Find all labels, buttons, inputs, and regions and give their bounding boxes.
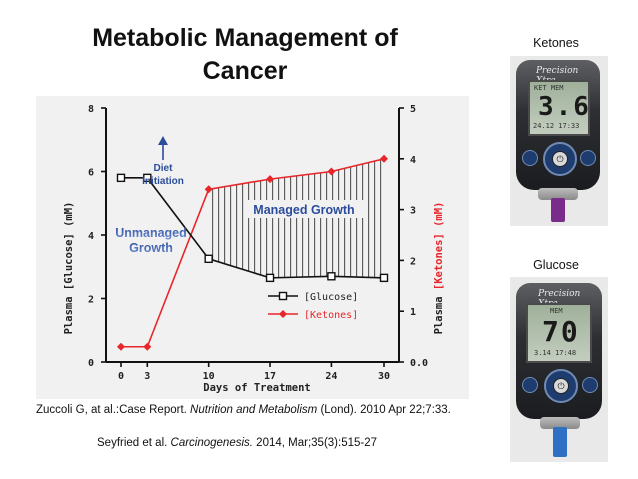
glucose-meter-port bbox=[540, 417, 580, 429]
unmanaged-growth-label-line-2: Growth bbox=[129, 241, 173, 255]
y-left-tick-label-2: 4 bbox=[88, 231, 94, 242]
y-right-axis-title-unit: [Ketones] (mM) bbox=[433, 202, 445, 291]
glucose-point-1 bbox=[143, 173, 152, 183]
ketones-meter-power-icon: ⏻ bbox=[552, 151, 568, 167]
citation-zuccoli: Zuccoli G, at al.:Case Report. Nutrition… bbox=[36, 404, 451, 416]
glucose-meter-power-icon: ⏻ bbox=[553, 378, 569, 394]
glucose-meter-reading: 70 bbox=[542, 315, 580, 348]
y-right-tick-label-0: 0.0 bbox=[410, 358, 428, 369]
ketones-point-4 bbox=[327, 167, 336, 176]
y-left-tick-label-4: 8 bbox=[88, 104, 94, 115]
glucose-meter-date: 3.14 17:48 bbox=[534, 349, 577, 357]
glucose-meter-dial: ⏻ bbox=[544, 369, 578, 403]
managed-growth-hatching bbox=[212, 159, 382, 278]
glucose-test-strip bbox=[553, 427, 567, 457]
citation-zuccoli-details: (Lond). 2010 Apr 22;7:33. bbox=[317, 404, 451, 416]
glucose-meter-body: Precision Xtra MEM 70 3.14 17:48 ⏻ bbox=[516, 283, 602, 419]
y-right-axis-title: Plasma [Ketones] (mM) bbox=[433, 202, 445, 335]
glucose-point-4 bbox=[327, 272, 336, 281]
ketones-point-5 bbox=[380, 154, 388, 163]
diet-initiation-label-line-2: Initiation bbox=[142, 176, 184, 187]
ketones-meter-left-button bbox=[522, 150, 538, 166]
legend-ketones-label: [Ketones] bbox=[304, 310, 358, 321]
glucose-meter-left-button bbox=[522, 377, 538, 393]
managed-growth-label-bg bbox=[244, 200, 364, 218]
diet-initiation-label-line-1: Diet bbox=[154, 163, 174, 174]
ketones-point-2 bbox=[204, 185, 213, 194]
glucose-point-5 bbox=[379, 273, 389, 283]
citation-seyfried-journal: Carcinogenesis. bbox=[170, 437, 253, 449]
ketones-meter-photo: Precision Xtra KET MEM 3.6 24.12 17:33 ⏻ bbox=[510, 56, 608, 226]
y-left-tick-label-0: 0 bbox=[88, 358, 94, 369]
ketones-meter-date: 24.12 17:33 bbox=[533, 122, 580, 130]
slide-title-line-2: Cancer bbox=[202, 57, 288, 85]
x-tick-label-3: 17 bbox=[264, 371, 276, 382]
y-right-tick-label-4: 4 bbox=[410, 155, 416, 166]
y-left-axis-title: Plasma [Glucose] (mM) bbox=[63, 202, 75, 335]
x-tick-label-0: 0 bbox=[118, 371, 124, 382]
citation-zuccoli-journal: Nutrition and Metabolism bbox=[190, 404, 318, 416]
ketones-meter-reading: 3.6 bbox=[538, 92, 591, 122]
slide-title-line-1: Metabolic Management of bbox=[92, 24, 398, 52]
managed-growth-label: Managed Growth bbox=[253, 203, 354, 217]
citation-zuccoli-authors: Zuccoli G, at al.:Case Report. bbox=[36, 404, 191, 416]
glucose-point-3 bbox=[265, 273, 275, 283]
ketones-meter-right-button bbox=[580, 150, 596, 166]
legend-ketones-marker bbox=[279, 310, 287, 318]
ketones-line bbox=[121, 158, 385, 348]
ketones-meter-mode: KET MEM bbox=[534, 84, 564, 92]
y-right-tick-label-5: 5 bbox=[410, 104, 416, 115]
glucose-line bbox=[121, 177, 385, 279]
glucose-photo-label: Glucose bbox=[533, 258, 579, 272]
slide-title: Metabolic Management of Cancer bbox=[40, 22, 450, 88]
y-left-tick-label-1: 2 bbox=[88, 295, 94, 306]
chart-legend: [Glucose] [Ketones] bbox=[268, 291, 358, 321]
ketones-meter-screen: KET MEM 3.6 24.12 17:33 bbox=[528, 80, 590, 136]
glucose-meter-mode: MEM bbox=[550, 307, 563, 315]
y-left-axis-title-unit: [Glucose] (mM) bbox=[63, 202, 75, 291]
chart-panel: 0 2 4 6 8 0.0 1 2 3 4 5 0 3 10 17 24 30 Diet Initiation … bbox=[36, 96, 469, 399]
y-right-tick-label-3: 3 bbox=[410, 206, 416, 217]
legend-glucose-marker bbox=[278, 291, 288, 301]
diet-initiation-arrow bbox=[158, 136, 168, 160]
ketones-meter-dial: ⏻ bbox=[543, 142, 577, 176]
ketones-point-0 bbox=[117, 342, 125, 351]
ketones-meter-body: Precision Xtra KET MEM 3.6 24.12 17:33 ⏻ bbox=[516, 60, 600, 190]
chart-series bbox=[116, 154, 389, 351]
unmanaged-growth-label-line-1: Unmanaged bbox=[115, 226, 187, 240]
x-axis-title: Days of Treatment bbox=[203, 382, 310, 394]
x-tick-label-2: 10 bbox=[203, 371, 215, 382]
x-tick-label-1: 3 bbox=[144, 371, 150, 382]
glucose-meter-screen: MEM 70 3.14 17:48 bbox=[526, 303, 592, 363]
x-tick-label-4: 24 bbox=[325, 371, 337, 382]
y-right-tick-label-1: 1 bbox=[410, 307, 416, 318]
glucose-point-2 bbox=[204, 254, 213, 264]
y-left-tick-label-3: 6 bbox=[88, 168, 94, 179]
glucose-meter-photo: Precision Xtra MEM 70 3.14 17:48 ⏻ bbox=[510, 277, 608, 462]
glucose-meter-right-button bbox=[582, 377, 598, 393]
ketones-photo-label: Ketones bbox=[533, 36, 579, 50]
citation-seyfried-details: 2014, Mar;35(3):515-27 bbox=[252, 437, 378, 449]
citation-seyfried: Seyfried et al. Carcinogenesis. 2014, Ma… bbox=[97, 437, 377, 449]
legend-glucose-label: [Glucose] bbox=[304, 292, 358, 303]
ketones-point-3 bbox=[266, 175, 275, 184]
y-right-tick-label-2: 2 bbox=[410, 256, 416, 267]
ketones-point-1 bbox=[143, 342, 152, 351]
ketones-test-strip bbox=[551, 198, 565, 222]
ketones-meter-port bbox=[538, 188, 578, 200]
x-tick-label-5: 30 bbox=[378, 371, 390, 382]
glucose-point-0 bbox=[116, 173, 126, 183]
y-right-axis-title-main: Plasma bbox=[433, 296, 445, 334]
y-left-axis-title-main: Plasma bbox=[63, 296, 75, 334]
citation-seyfried-authors: Seyfried et al. bbox=[97, 437, 171, 449]
